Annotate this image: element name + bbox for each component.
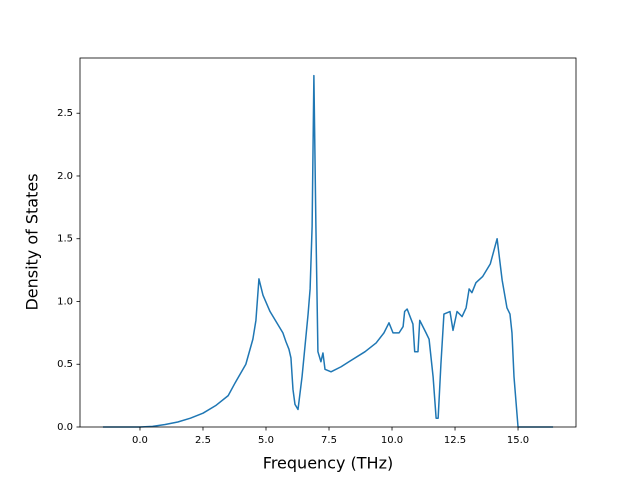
x-tick-label: 10.0 bbox=[381, 435, 403, 446]
x-axis-label: Frequency (THz) bbox=[263, 454, 393, 473]
x-tick-label: 2.5 bbox=[195, 435, 211, 446]
y-axis-label: Density of States bbox=[23, 173, 42, 310]
x-tick-label: 12.5 bbox=[444, 435, 466, 446]
x-tick-label: 15.0 bbox=[507, 435, 529, 446]
y-tick-label: 2.5 bbox=[57, 108, 73, 119]
x-tick-label: 0.0 bbox=[132, 435, 148, 446]
y-tick-label: 1.5 bbox=[57, 234, 73, 245]
y-tick-label: 0.5 bbox=[57, 359, 73, 370]
y-tick-label: 1.0 bbox=[57, 296, 73, 307]
data-line bbox=[102, 74, 554, 428]
x-tick-label: 7.5 bbox=[321, 435, 337, 446]
y-tick-label: 0.0 bbox=[57, 422, 73, 433]
plot-frame bbox=[79, 57, 577, 428]
x-tick-label: 5.0 bbox=[258, 435, 274, 446]
y-tick-label: 2.0 bbox=[57, 171, 73, 182]
